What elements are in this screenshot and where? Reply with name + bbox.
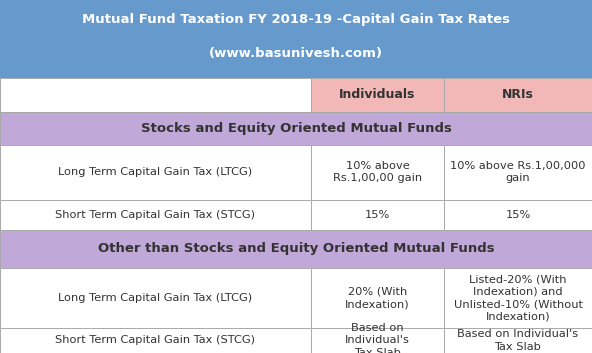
Text: Short Term Capital Gain Tax (STCG): Short Term Capital Gain Tax (STCG) — [56, 335, 255, 346]
Text: Stocks and Equity Oriented Mutual Funds: Stocks and Equity Oriented Mutual Funds — [140, 122, 452, 134]
Text: 15%: 15% — [506, 210, 530, 220]
Text: Listed-20% (With
Indexation) and
Unlisted-10% (Without
Indexation): Listed-20% (With Indexation) and Unliste… — [453, 274, 583, 322]
Text: (www.basunivesh.com): (www.basunivesh.com) — [209, 47, 383, 60]
Bar — [311, 328, 444, 353]
Text: Individuals: Individuals — [339, 89, 416, 101]
Text: Mutual Fund Taxation FY 2018-19 -Capital Gain Tax Rates: Mutual Fund Taxation FY 2018-19 -Capital… — [82, 13, 510, 26]
Text: NRIs: NRIs — [502, 89, 534, 101]
Bar — [0, 230, 592, 268]
Bar — [311, 200, 444, 230]
Text: Based on
Individual's
Tax Slab: Based on Individual's Tax Slab — [345, 323, 410, 353]
Text: 20% (With
Indexation): 20% (With Indexation) — [345, 287, 410, 309]
Bar — [0, 145, 311, 200]
Bar — [311, 268, 444, 328]
Bar — [0, 0, 592, 78]
Bar — [444, 328, 592, 353]
Text: Short Term Capital Gain Tax (STCG): Short Term Capital Gain Tax (STCG) — [56, 210, 255, 220]
Text: 15%: 15% — [365, 210, 390, 220]
Text: 10% above Rs.1,00,000
gain: 10% above Rs.1,00,000 gain — [451, 161, 585, 184]
Bar — [444, 200, 592, 230]
Bar — [0, 78, 311, 112]
Bar — [311, 145, 444, 200]
Text: Long Term Capital Gain Tax (LTCG): Long Term Capital Gain Tax (LTCG) — [59, 167, 252, 177]
Text: Based on Individual's
Tax Slab: Based on Individual's Tax Slab — [458, 329, 578, 352]
Bar — [444, 145, 592, 200]
Text: Long Term Capital Gain Tax (LTCG): Long Term Capital Gain Tax (LTCG) — [59, 293, 252, 303]
Bar — [0, 328, 311, 353]
Bar — [311, 78, 444, 112]
Bar — [0, 200, 311, 230]
Bar — [0, 268, 311, 328]
Text: 10% above
Rs.1,00,00 gain: 10% above Rs.1,00,00 gain — [333, 161, 422, 184]
Text: Other than Stocks and Equity Oriented Mutual Funds: Other than Stocks and Equity Oriented Mu… — [98, 243, 494, 255]
Bar — [444, 78, 592, 112]
Bar — [0, 112, 592, 145]
Bar — [444, 268, 592, 328]
